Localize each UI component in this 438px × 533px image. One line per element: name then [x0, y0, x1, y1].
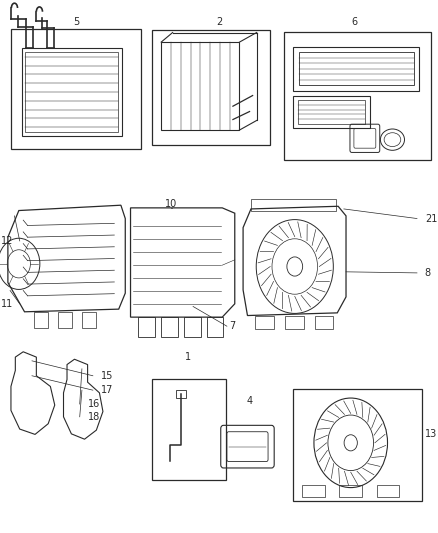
Text: 1: 1	[185, 352, 191, 362]
Text: 16: 16	[88, 399, 100, 409]
Text: 17: 17	[101, 385, 113, 395]
Bar	[25, 52, 118, 132]
Text: 13: 13	[425, 430, 437, 439]
Text: 2: 2	[216, 18, 222, 27]
Text: 12: 12	[1, 236, 13, 246]
Bar	[207, 317, 223, 337]
Bar	[11, 29, 141, 149]
Bar	[293, 96, 370, 128]
Text: 7: 7	[229, 321, 235, 331]
Bar	[293, 47, 419, 91]
Bar	[315, 316, 333, 329]
Bar	[34, 312, 48, 328]
Bar	[298, 100, 365, 124]
Text: 10: 10	[165, 199, 177, 208]
Bar	[293, 389, 422, 501]
Bar	[138, 317, 155, 337]
Text: 8: 8	[425, 268, 431, 278]
Bar	[152, 30, 270, 145]
Bar	[184, 317, 201, 337]
Bar	[161, 317, 178, 337]
Text: 21: 21	[425, 214, 437, 223]
Text: 11: 11	[1, 299, 13, 309]
Bar	[299, 52, 414, 85]
Bar	[22, 48, 122, 136]
Bar	[255, 316, 274, 329]
Bar	[284, 32, 431, 160]
Text: 15: 15	[101, 371, 113, 381]
Bar	[82, 312, 96, 328]
Text: 5: 5	[74, 18, 80, 27]
Bar	[161, 42, 240, 130]
Bar	[302, 485, 325, 497]
Bar	[377, 485, 399, 497]
Bar	[285, 316, 304, 329]
Bar	[176, 390, 186, 398]
Text: 18: 18	[88, 412, 100, 422]
Text: 4: 4	[247, 396, 253, 406]
Text: 6: 6	[352, 18, 358, 27]
Bar	[251, 199, 336, 211]
Bar	[152, 379, 226, 480]
Bar	[58, 312, 72, 328]
Bar	[339, 485, 362, 497]
